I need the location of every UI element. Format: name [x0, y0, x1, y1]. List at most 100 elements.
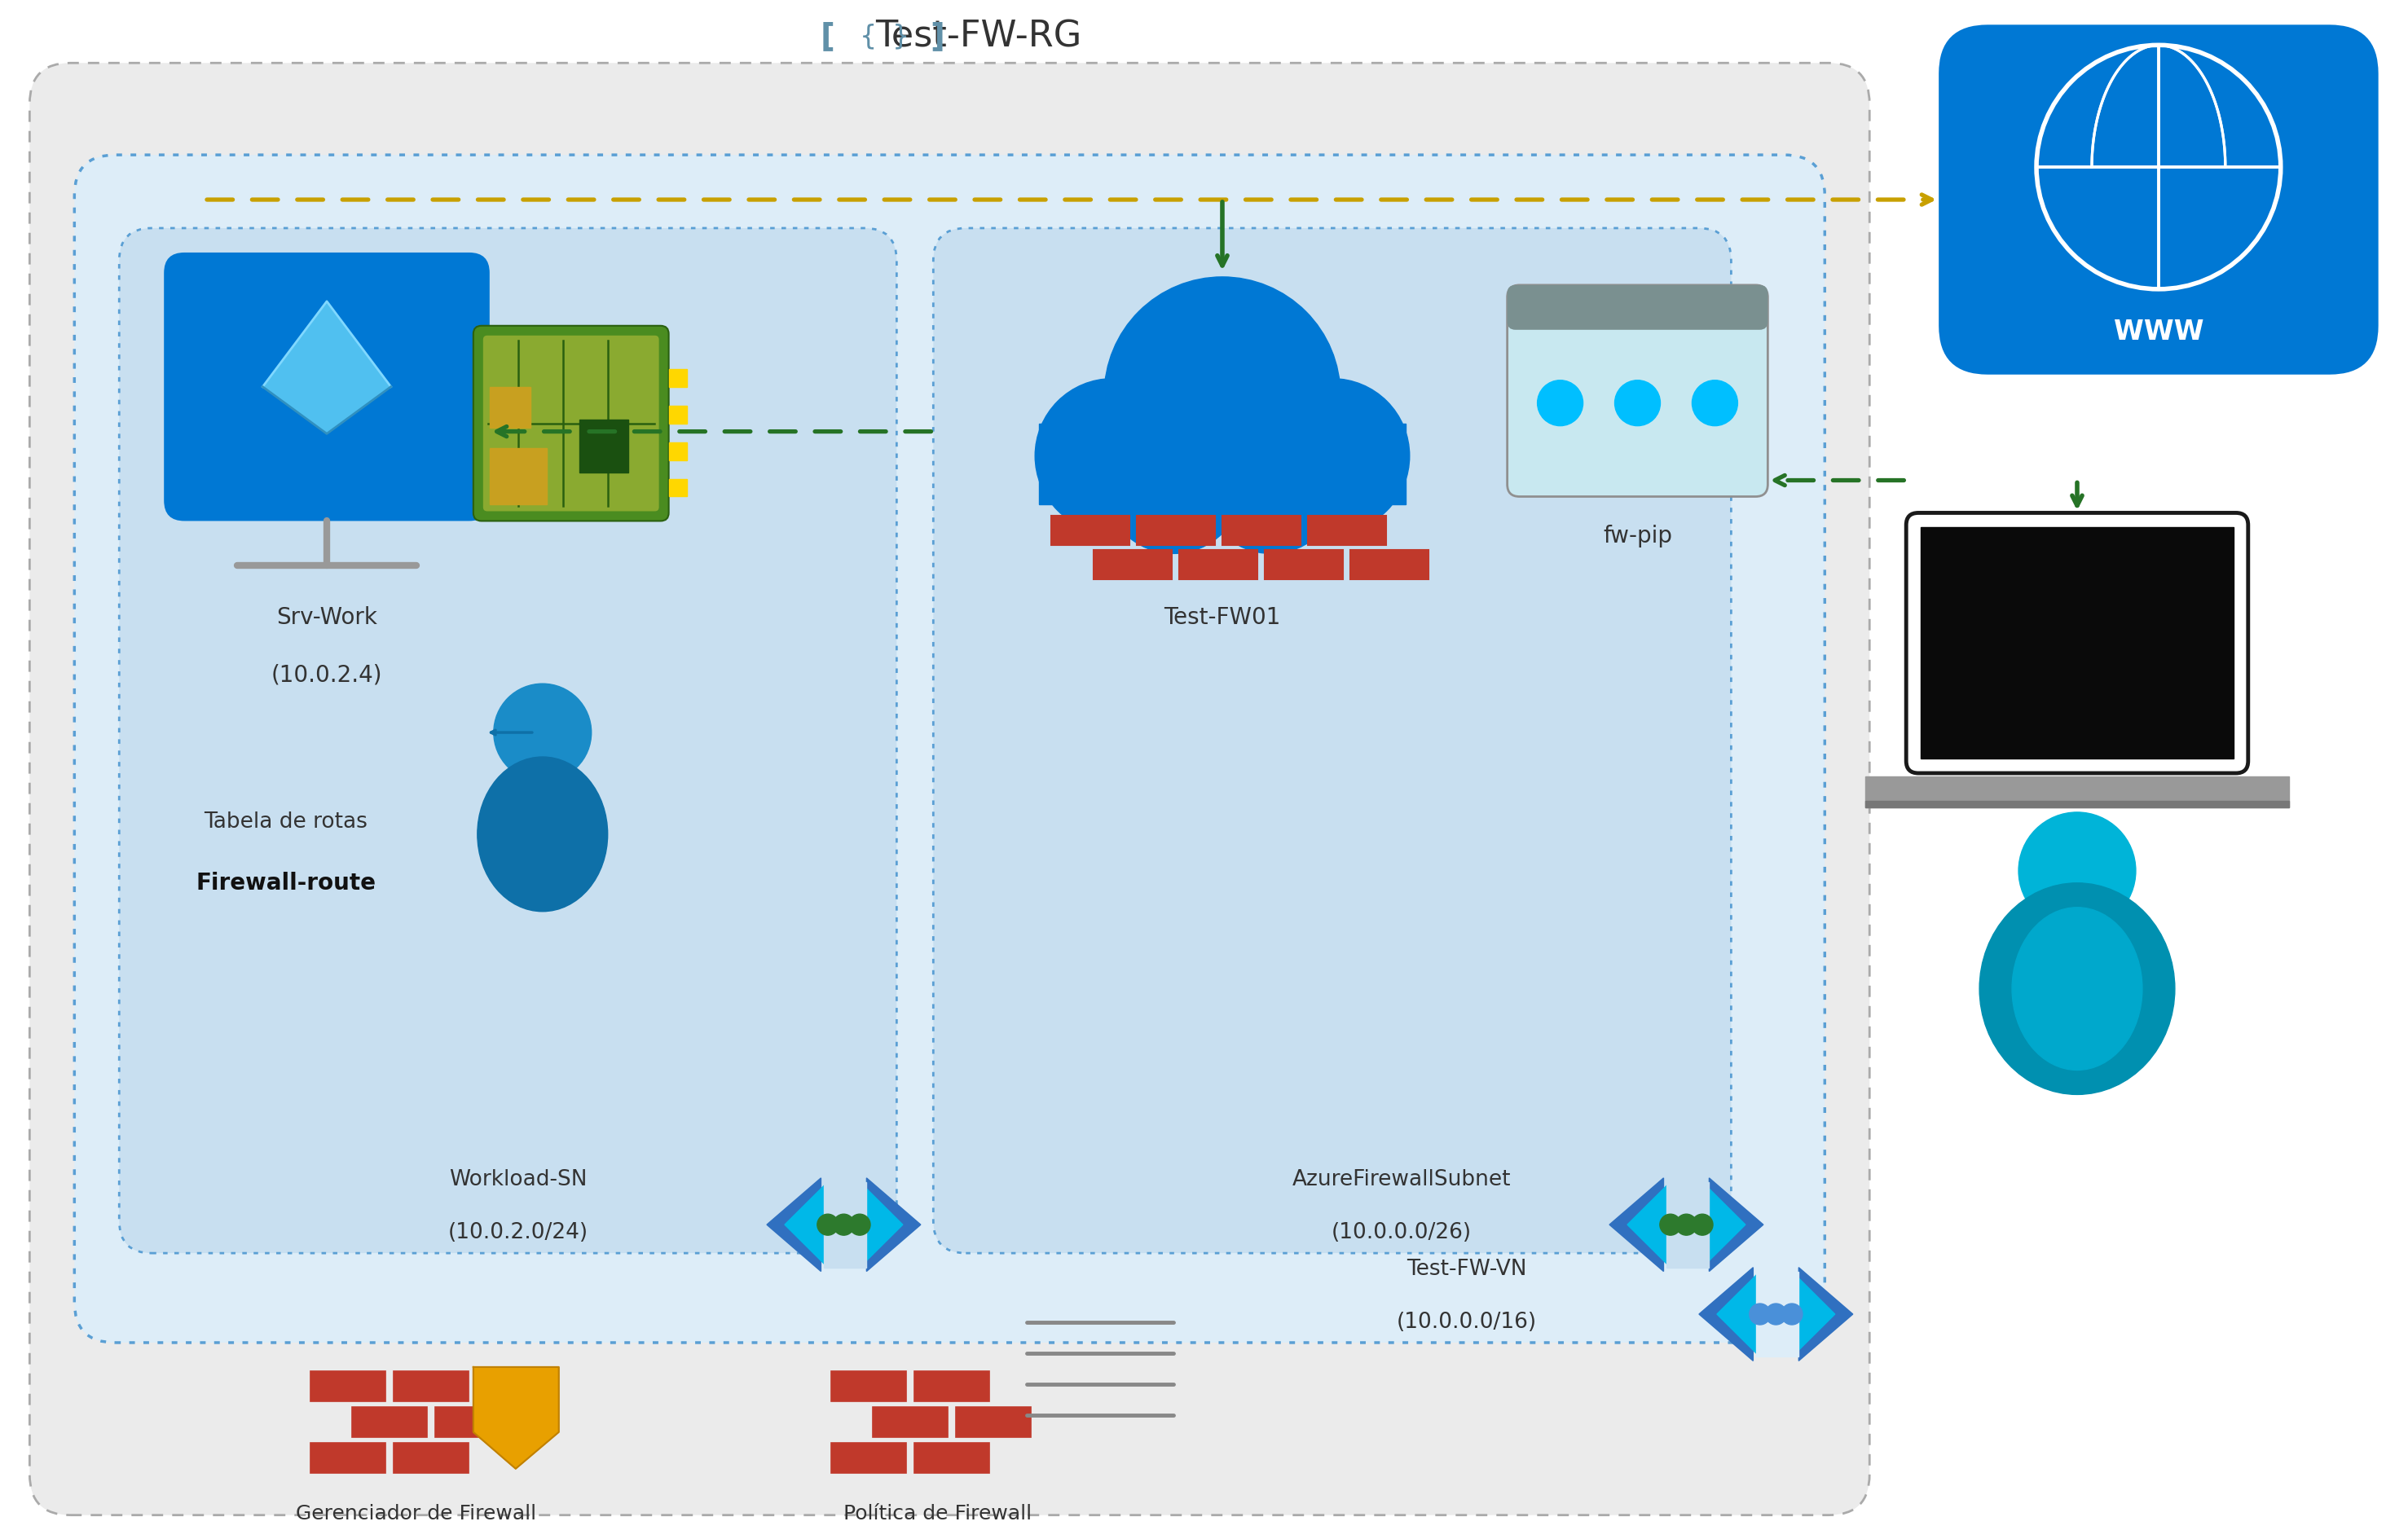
- Bar: [915, 1442, 990, 1473]
- Circle shape: [494, 683, 592, 782]
- Bar: [1666, 1182, 1710, 1268]
- Text: {: {: [860, 23, 877, 51]
- Bar: [874, 1407, 949, 1437]
- Circle shape: [1255, 379, 1409, 532]
- Bar: [1351, 551, 1428, 580]
- Circle shape: [1676, 1214, 1698, 1236]
- Text: Workload-SN: Workload-SN: [448, 1170, 588, 1191]
- Polygon shape: [1717, 1273, 1758, 1356]
- Circle shape: [2018, 813, 2136, 930]
- Text: (10.0.2.0/24): (10.0.2.0/24): [448, 1222, 588, 1244]
- Circle shape: [1616, 380, 1662, 426]
- FancyBboxPatch shape: [484, 336, 660, 511]
- FancyBboxPatch shape: [75, 155, 1825, 1342]
- Bar: [352, 1407, 426, 1437]
- Text: (10.0.0.0/16): (10.0.0.0/16): [1397, 1311, 1536, 1333]
- FancyBboxPatch shape: [1938, 25, 2379, 374]
- Bar: [915, 1371, 990, 1400]
- Text: Test-FW-RG: Test-FW-RG: [874, 20, 1081, 54]
- Text: Gerenciador de Firewall: Gerenciador de Firewall: [296, 1504, 537, 1524]
- Polygon shape: [1794, 1273, 1835, 1356]
- Bar: [831, 1442, 905, 1473]
- Text: Test-FW-VN: Test-FW-VN: [1406, 1259, 1527, 1280]
- Polygon shape: [766, 1177, 821, 1271]
- Text: (10.0.0.0/26): (10.0.0.0/26): [1332, 1222, 1471, 1244]
- Bar: [489, 386, 530, 428]
- Polygon shape: [1609, 1177, 1664, 1271]
- FancyBboxPatch shape: [474, 326, 669, 522]
- Polygon shape: [867, 1177, 920, 1271]
- Bar: [311, 1442, 385, 1473]
- Bar: [1866, 800, 2290, 808]
- Text: Tabela de rotas: Tabela de rotas: [205, 811, 368, 833]
- Polygon shape: [262, 302, 390, 434]
- Circle shape: [1693, 1214, 1712, 1236]
- Circle shape: [1659, 1214, 1681, 1236]
- Text: Srv-Work: Srv-Work: [277, 606, 378, 629]
- Circle shape: [1765, 1304, 1787, 1325]
- Text: Firewall-route: Firewall-route: [195, 871, 376, 894]
- Text: (10.0.2.4): (10.0.2.4): [272, 663, 383, 686]
- Polygon shape: [1710, 1177, 1763, 1271]
- Bar: [1223, 516, 1300, 545]
- Circle shape: [850, 1214, 869, 1236]
- Bar: [1093, 551, 1173, 580]
- Text: fw-pip: fw-pip: [1604, 525, 1671, 548]
- FancyBboxPatch shape: [1907, 512, 2249, 773]
- Circle shape: [1748, 1304, 1770, 1325]
- Polygon shape: [785, 1183, 826, 1267]
- Bar: [669, 405, 686, 423]
- Bar: [1922, 528, 2235, 759]
- Bar: [436, 1407, 510, 1437]
- FancyBboxPatch shape: [934, 228, 1731, 1253]
- Text: WWW: WWW: [2114, 319, 2203, 346]
- Circle shape: [1202, 416, 1341, 554]
- Bar: [1040, 423, 1406, 505]
- Bar: [393, 1442, 470, 1473]
- Text: Test-FW01: Test-FW01: [1163, 606, 1281, 629]
- Bar: [1264, 551, 1344, 580]
- Ellipse shape: [2013, 908, 2143, 1070]
- Bar: [1308, 516, 1387, 545]
- Bar: [1137, 516, 1216, 545]
- Polygon shape: [1705, 1183, 1746, 1267]
- Polygon shape: [1628, 1183, 1669, 1267]
- Bar: [669, 479, 686, 497]
- Text: [: [: [821, 22, 836, 52]
- Polygon shape: [862, 1183, 903, 1267]
- Circle shape: [833, 1214, 855, 1236]
- Text: }: }: [891, 23, 910, 51]
- Ellipse shape: [477, 757, 607, 911]
- FancyBboxPatch shape: [29, 63, 1869, 1514]
- Bar: [1052, 516, 1129, 545]
- Circle shape: [1105, 277, 1341, 512]
- Ellipse shape: [1979, 883, 2174, 1094]
- Circle shape: [1782, 1304, 1804, 1325]
- Text: Política de Firewall: Política de Firewall: [843, 1504, 1031, 1524]
- Circle shape: [1105, 416, 1243, 554]
- Polygon shape: [1799, 1268, 1852, 1360]
- FancyBboxPatch shape: [1507, 285, 1767, 329]
- Text: ]: ]: [929, 22, 944, 52]
- Bar: [311, 1371, 385, 1400]
- Bar: [580, 419, 628, 472]
- Circle shape: [1035, 379, 1190, 532]
- Bar: [1180, 551, 1257, 580]
- FancyBboxPatch shape: [164, 252, 489, 522]
- Bar: [1755, 1271, 1799, 1357]
- Circle shape: [1693, 380, 1739, 426]
- Polygon shape: [474, 1367, 559, 1468]
- Bar: [393, 1371, 470, 1400]
- Text: AzureFirewallSubnet: AzureFirewallSubnet: [1293, 1170, 1510, 1191]
- Circle shape: [816, 1214, 838, 1236]
- Bar: [1866, 776, 2290, 808]
- Bar: [831, 1371, 905, 1400]
- Bar: [669, 442, 686, 460]
- FancyBboxPatch shape: [1507, 285, 1767, 497]
- Polygon shape: [1700, 1268, 1753, 1360]
- Bar: [489, 448, 547, 505]
- Bar: [956, 1407, 1031, 1437]
- Bar: [824, 1182, 867, 1268]
- FancyBboxPatch shape: [118, 228, 896, 1253]
- Bar: [669, 369, 686, 386]
